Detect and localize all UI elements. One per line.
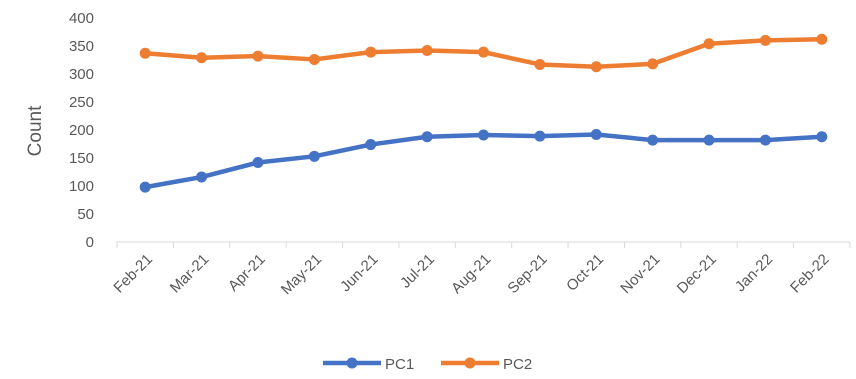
series-line [142, 132, 825, 190]
x-tick-label: Mar-21 [167, 251, 213, 297]
y-tick-label: 250 [69, 94, 94, 111]
data-point [252, 156, 264, 168]
y-tick-label: 400 [69, 10, 94, 27]
series-layer [139, 33, 828, 193]
y-tick-label: 300 [69, 66, 94, 83]
x-tick-label: Sep-21 [504, 251, 550, 297]
data-point [703, 134, 715, 146]
legend-item-pc2: PC2 [441, 356, 532, 373]
y-tick-label: 200 [69, 122, 94, 139]
x-axis-tickmarks [116, 242, 851, 248]
data-point [252, 50, 264, 62]
x-tick-label: Dec-21 [674, 251, 720, 297]
data-point [478, 129, 489, 141]
x-tick-label: Nov-21 [617, 251, 663, 297]
y-tick-label: 150 [69, 150, 94, 167]
y-axis-ticks: 0 50 100 150 200 250 300 350 400 [69, 10, 94, 251]
y-tick-label: 350 [69, 38, 94, 55]
data-point [816, 33, 828, 45]
x-tick-label: Jul-21 [397, 251, 438, 292]
y-axis-title: Count [25, 105, 46, 156]
x-tick-label: Feb-21 [110, 251, 156, 297]
y-tick-label: 100 [69, 178, 94, 195]
legend: PC1 PC2 [323, 356, 532, 373]
data-point [196, 52, 208, 64]
data-point [365, 46, 377, 58]
y-tick-label: 0 [86, 234, 94, 251]
data-point [196, 171, 208, 183]
data-point [534, 58, 546, 70]
legend-swatch-marker [346, 357, 358, 369]
data-point [308, 53, 320, 65]
legend-label: PC1 [385, 356, 414, 373]
y-axis-title-group: Count [25, 105, 46, 156]
x-tick-label: May-21 [278, 251, 325, 298]
legend-swatch-marker [464, 357, 476, 369]
x-tick-label: Jan-22 [732, 251, 776, 295]
x-tick-label: Jun-21 [337, 251, 381, 295]
x-tick-label: Feb-22 [787, 251, 833, 297]
y-tick-label: 50 [77, 206, 94, 223]
x-tick-label: Apr-21 [225, 251, 269, 295]
series-pc2 [139, 33, 828, 73]
data-point [647, 134, 659, 146]
data-point [590, 61, 602, 73]
series-pc1 [139, 128, 828, 193]
data-point [365, 139, 377, 151]
data-point [816, 131, 828, 143]
data-point [139, 181, 151, 193]
x-axis-ticks: Feb-21 Mar-21 Apr-21 May-21 Jun-21 Jul-21 Aug-… [110, 251, 832, 298]
x-tick-label: Oct-21 [563, 251, 607, 295]
x-tick-label: Aug-21 [448, 251, 494, 297]
data-point [647, 58, 659, 70]
data-point [478, 46, 489, 58]
legend-item-pc1: PC1 [323, 356, 414, 373]
data-point [139, 47, 151, 59]
data-point [703, 38, 715, 50]
data-point [308, 150, 320, 162]
data-point [421, 44, 433, 56]
legend-label: PC2 [503, 356, 532, 373]
data-point [759, 34, 771, 46]
data-point [534, 130, 546, 142]
data-point [421, 131, 433, 143]
data-point [759, 134, 771, 146]
data-point [590, 128, 602, 140]
